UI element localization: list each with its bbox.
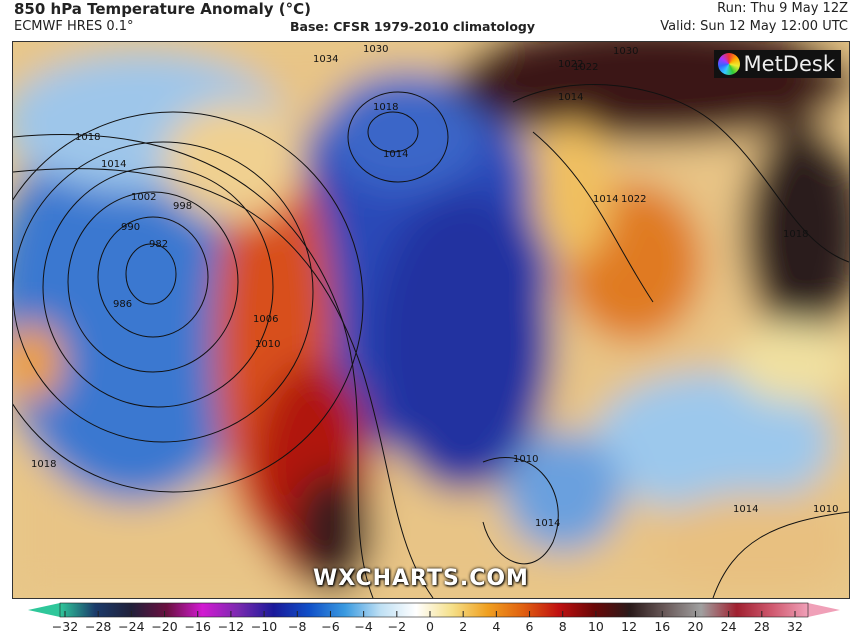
- run-time-label: Run: Thu 9 May 12Z: [717, 1, 848, 16]
- isobar-label: 1014: [558, 92, 583, 103]
- colorbar-tick-label: −6: [321, 619, 340, 634]
- map-field: 1018 1014 1002 998 990 982 986 1006 1010…: [13, 42, 849, 598]
- colorbar-tick-label: −12: [217, 619, 245, 634]
- colorbar-tick-label: 10: [587, 619, 604, 634]
- colorbar-tick-label: −10: [250, 619, 278, 634]
- metdesk-burst-icon: [717, 53, 740, 75]
- isobar-label: 1002: [131, 192, 156, 203]
- colorbar-tick-label: 12: [621, 619, 638, 634]
- isobars: [13, 84, 849, 598]
- isobar-label: 1022: [573, 62, 598, 73]
- isobar-label: 1014: [593, 194, 618, 205]
- colorbar: [28, 602, 840, 618]
- colorbar-tick-label: 32: [787, 619, 803, 634]
- isobar-label: 1022: [621, 194, 646, 205]
- map-title: 850 hPa Temperature Anomaly (°C): [14, 0, 311, 18]
- isobar-label: 1030: [613, 46, 638, 57]
- colorbar-max-arrow: [808, 603, 840, 617]
- colorbar-min-arrow: [28, 603, 60, 617]
- wxcharts-watermark: WXCHARTS.COM: [313, 566, 529, 591]
- colorbar-tick-label: −8: [288, 619, 307, 634]
- model-label: ECMWF HRES 0.1°: [14, 19, 134, 34]
- colorbar-tick-label: −2: [387, 619, 407, 634]
- colorbar-tick-label: −28: [84, 619, 112, 634]
- colorbar-tick-label: −16: [184, 619, 211, 634]
- isobar-label: 1018: [373, 102, 398, 113]
- metdesk-logo-text: MetDesk: [743, 52, 835, 76]
- isobar-label: 982: [149, 239, 168, 250]
- metdesk-logo: MetDesk: [713, 50, 841, 78]
- colorbar-tick-label: 2: [459, 619, 468, 634]
- isobar-label: 1014: [535, 518, 560, 529]
- colorbar-tick-label: 28: [753, 619, 770, 634]
- valid-time-label: Valid: Sun 12 May 12:00 UTC: [660, 19, 848, 34]
- isobar-label: 1030: [363, 44, 388, 55]
- colorbar-tick-label: 6: [525, 619, 534, 634]
- isobar-label: 1010: [813, 504, 838, 515]
- colorbar-tick-label: 0: [426, 619, 434, 634]
- colorbar-tick-label: −4: [354, 619, 373, 634]
- isobar-label: 1010: [513, 454, 538, 465]
- isobar-label: 1018: [31, 459, 56, 470]
- colorbar-tick-label: 16: [654, 619, 671, 634]
- colorbar-tick-label: 24: [720, 619, 737, 634]
- isobar-label: 1010: [255, 339, 280, 350]
- colorbar-tick-label: −20: [151, 619, 178, 634]
- isobar-label: 1014: [733, 504, 758, 515]
- isobar-label: 1034: [313, 54, 338, 65]
- isobar-labels: 1018 1014 1002 998 990 982 986 1006 1010…: [31, 44, 838, 529]
- temperature-anomaly-map: 1018 1014 1002 998 990 982 986 1006 1010…: [12, 41, 850, 599]
- isobar-label: 986: [113, 299, 132, 310]
- colorbar-tick-label: −32: [51, 619, 79, 634]
- colorbar-tick-label: 8: [558, 619, 567, 634]
- isobar-label: 1006: [253, 314, 278, 325]
- colorbar-tick-label: 4: [492, 619, 501, 634]
- isobar-label: 990: [121, 222, 140, 233]
- isobar-label: 998: [173, 201, 192, 212]
- climatology-base-label: Base: CFSR 1979-2010 climatology: [290, 19, 536, 34]
- isobar-label: 1018: [75, 132, 100, 143]
- isobar-label: 1022: [558, 59, 583, 70]
- colorbar-gradient: [59, 602, 809, 618]
- colorbar-tick-label: 20: [687, 619, 704, 634]
- isobar-label: 1014: [383, 149, 408, 160]
- isobar-label: 1018: [783, 229, 808, 240]
- colorbar-tick-label: −24: [118, 619, 145, 634]
- isobar-label: 1014: [101, 159, 126, 170]
